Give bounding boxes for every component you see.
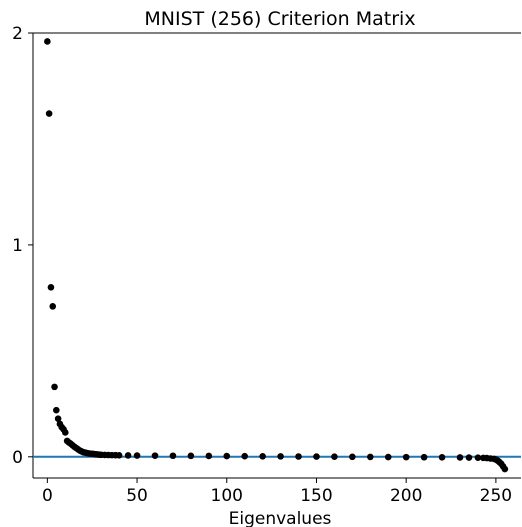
data-point: [456, 454, 464, 461]
data-point: [438, 454, 446, 461]
x-tick-label: 50: [126, 486, 148, 506]
data-point: [44, 38, 51, 45]
data-point: [115, 452, 123, 459]
data-point: [241, 452, 249, 460]
data-point: [223, 452, 231, 460]
data-point: [53, 406, 60, 414]
chart-title: MNIST (256) Criterion Matrix: [144, 8, 415, 30]
data-point: [501, 465, 509, 473]
data-point: [331, 453, 338, 461]
x-tick-label: 250: [480, 486, 512, 506]
data-point: [420, 453, 428, 461]
data-points: [44, 38, 509, 473]
data-point: [61, 429, 69, 436]
x-tick-label: 100: [211, 486, 243, 506]
y-tick-label: 2: [12, 24, 23, 44]
data-point: [133, 452, 141, 459]
data-point: [151, 452, 159, 459]
x-tick-label: 200: [390, 486, 422, 506]
axes: 0 50 100 150 200 250 0 1 2: [12, 24, 521, 506]
data-point: [54, 415, 62, 422]
y-tick-label: 0: [12, 448, 23, 468]
data-point: [402, 453, 410, 461]
data-point: [51, 383, 58, 391]
data-point: [465, 454, 473, 461]
data-point: [205, 452, 213, 460]
y-tick-label: 1: [12, 236, 23, 256]
data-point: [277, 453, 284, 460]
data-point: [366, 453, 374, 461]
x-tick-label: 150: [300, 486, 332, 506]
x-tick-label: 0: [42, 486, 53, 506]
data-point: [47, 283, 55, 291]
data-point: [45, 110, 53, 117]
x-axis-label: Eigenvalues: [229, 509, 332, 527]
data-point: [49, 303, 57, 310]
data-point: [313, 453, 320, 460]
data-point: [349, 453, 356, 461]
data-point: [124, 452, 132, 459]
data-point: [384, 453, 392, 461]
data-point: [169, 452, 177, 460]
data-point: [259, 452, 266, 460]
data-point: [187, 452, 195, 460]
data-point: [295, 453, 302, 460]
data-point: [474, 454, 482, 461]
